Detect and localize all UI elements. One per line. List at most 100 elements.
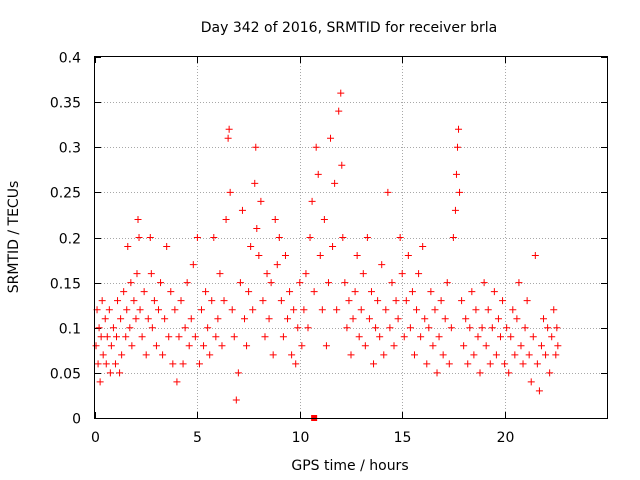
data-point: [451, 206, 459, 214]
data-point: [478, 324, 486, 332]
y-tick-label: 0.1: [59, 322, 81, 338]
data-point: [92, 342, 100, 350]
data-point: [370, 360, 378, 368]
y-axis-label: SRMTID / TECUs: [6, 181, 22, 294]
data-point: [152, 342, 160, 350]
x-tick-label: 0: [91, 430, 100, 446]
data-point: [120, 288, 128, 296]
data-point: [169, 360, 177, 368]
data-point: [429, 342, 437, 350]
data-point: [433, 369, 441, 377]
data-point: [322, 342, 330, 350]
data-point: [452, 170, 460, 178]
data-point: [406, 324, 414, 332]
data-point: [396, 234, 404, 241]
data-point: [208, 297, 216, 305]
data-point: [157, 279, 165, 287]
y-tick-label: 0.25: [50, 186, 81, 202]
data-point: [275, 234, 283, 241]
data-point: [329, 243, 337, 251]
data-point: [134, 215, 142, 223]
data-point: [441, 315, 449, 323]
data-point: [249, 306, 257, 314]
x-tick-label: 10: [292, 430, 310, 446]
data-point: [128, 342, 136, 350]
data-point: [269, 351, 277, 359]
data-point: [191, 333, 199, 341]
y-tick-label: 0.4: [59, 51, 81, 67]
data-point: [294, 324, 302, 332]
data-point: [159, 351, 167, 359]
data-point: [421, 315, 429, 323]
data-point: [234, 369, 242, 377]
y-tick-label: 0.05: [50, 367, 81, 383]
data-point: [300, 306, 308, 314]
data-point: [462, 315, 470, 323]
data-point: [494, 315, 502, 323]
data-point: [96, 378, 104, 386]
data-point: [130, 297, 138, 305]
data-point: [314, 170, 322, 178]
data-point: [109, 324, 117, 332]
data-point: [97, 333, 105, 341]
data-point: [310, 288, 318, 296]
data-point: [492, 351, 500, 359]
data-point: [290, 306, 298, 314]
data-point: [365, 315, 373, 323]
data-point: [533, 360, 541, 368]
data-point: [222, 215, 230, 223]
data-point: [218, 342, 226, 350]
data-point: [517, 342, 525, 350]
data-point: [306, 234, 314, 241]
data-point: [361, 342, 369, 350]
data-point: [488, 324, 496, 332]
data-point: [542, 351, 550, 359]
data-point: [101, 315, 109, 323]
x-axis-label: GPS time / hours: [291, 458, 408, 474]
data-point: [277, 297, 285, 305]
data-point: [232, 396, 240, 404]
data-point: [338, 161, 346, 169]
data-point: [367, 288, 375, 296]
axis-ticks: [95, 57, 607, 419]
data-point: [255, 252, 263, 260]
data-point: [195, 360, 203, 368]
data-point: [388, 279, 396, 287]
data-point: [553, 324, 561, 332]
data-point: [163, 243, 171, 251]
data-point: [271, 215, 279, 223]
data-point: [200, 342, 208, 350]
data-point: [316, 252, 324, 260]
data-point: [224, 134, 232, 142]
data-point: [138, 333, 146, 341]
data-point: [484, 306, 492, 314]
data-point: [529, 333, 537, 341]
data-point: [132, 315, 140, 323]
data-point: [320, 215, 328, 223]
data-point: [122, 333, 130, 341]
data-point: [298, 342, 306, 350]
data-point: [347, 351, 355, 359]
data-point: [267, 279, 275, 287]
data-point: [339, 234, 347, 241]
data-point: [114, 297, 122, 305]
data-point: [380, 351, 388, 359]
x-tick-labels: 0 5 10 15 20: [91, 430, 514, 446]
data-point: [206, 351, 214, 359]
data-point: [263, 270, 271, 278]
data-point: [427, 288, 435, 296]
data-point: [106, 369, 114, 377]
data-point: [127, 279, 135, 287]
data-point: [359, 270, 367, 278]
data-point: [173, 378, 181, 386]
data-point: [341, 279, 349, 287]
data-point: [363, 234, 371, 241]
data-point: [468, 288, 476, 296]
data-point: [245, 288, 253, 296]
data-point: [220, 297, 228, 305]
data-point: [185, 342, 193, 350]
data-point: [460, 342, 468, 350]
data-point: [425, 324, 433, 332]
data-point: [302, 270, 310, 278]
